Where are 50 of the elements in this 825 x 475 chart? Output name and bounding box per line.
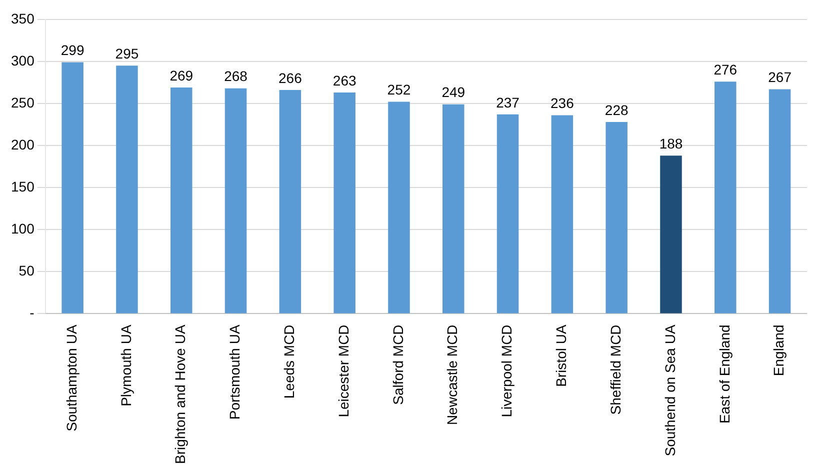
data-label: 188 [659,135,683,152]
bar [496,114,519,314]
bar [768,89,791,314]
bar [170,88,192,314]
y-tick-label: 300 [11,52,35,68]
x-tick-label: Sheffield MCD [607,324,624,415]
data-label: 237 [496,94,520,110]
bar [551,115,574,314]
data-label: 295 [115,46,139,62]
y-tick-label: 100 [11,220,35,236]
bar [224,88,247,314]
x-tick-label: Leeds MCD [281,324,298,399]
data-label: 228 [604,102,628,118]
bar [660,156,682,314]
data-label: 252 [387,82,411,98]
x-tick-label: East of England [716,324,732,424]
bar [714,82,736,314]
x-tick-label: Southampton UA [63,324,80,432]
x-tick-label: Brighton and Hove UA [172,324,188,464]
data-label: 299 [60,42,84,58]
y-tick-label: 150 [11,178,35,194]
data-label: 267 [768,69,792,86]
x-tick-label: Portsmouth UA [226,324,243,420]
x-tick-label: Plymouth UA [118,324,134,406]
data-label: 263 [332,72,356,88]
bar [388,102,410,314]
x-tick-label: England [770,324,787,376]
y-tick-label: 50 [18,262,35,279]
y-tick-label: - [30,304,35,321]
data-label: 249 [442,84,466,100]
x-tick-label: Leicester MCD [335,324,352,418]
bar [62,62,84,314]
y-tick-label: 250 [11,94,35,110]
x-tick-label: Salford MCD [390,324,406,405]
data-label: 276 [714,61,738,78]
data-label: 268 [224,68,248,84]
x-tick-label: Newcastle MCD [444,324,460,426]
bar [279,90,302,314]
x-tick-label: Southend on Sea UA [662,324,678,456]
x-tick-label: Bristol UA [553,324,570,387]
data-label: 266 [278,70,302,86]
bar [606,122,628,314]
bar [334,92,356,314]
bar [116,66,138,314]
y-tick-label: 200 [11,136,35,152]
data-label: 236 [550,95,574,112]
data-label: 269 [170,67,194,84]
x-tick-label: Liverpool MCD [498,324,515,418]
bar [442,104,464,314]
y-tick-label: 350 [11,10,35,26]
